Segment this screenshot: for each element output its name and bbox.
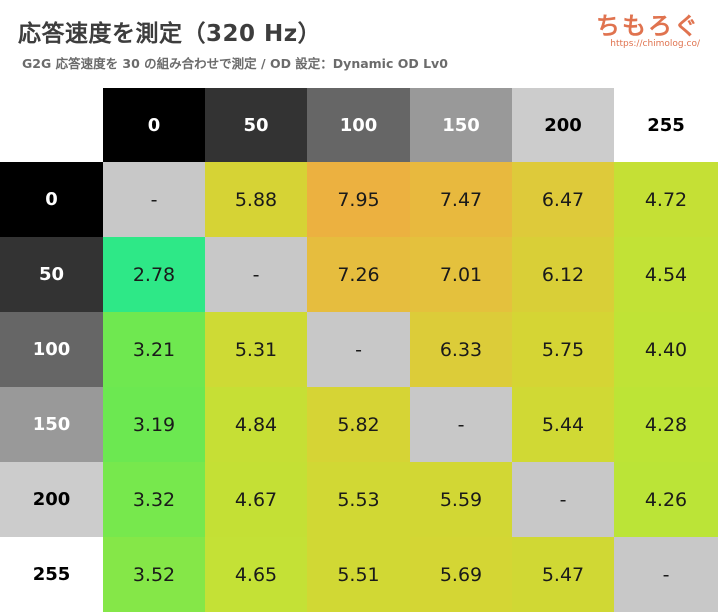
heatmap-cell: 5.53 <box>307 462 410 537</box>
heatmap-cell: 7.47 <box>410 162 512 237</box>
heatmap-cell: 5.59 <box>410 462 512 537</box>
heatmap-cell: 5.51 <box>307 537 410 612</box>
column-header: 150 <box>410 88 512 162</box>
row-header: 255 <box>0 537 103 612</box>
heatmap-cell: 3.52 <box>103 537 205 612</box>
site-logo[interactable]: ちもろぐ https://chimolog.co/ <box>596 6 700 49</box>
heatmap-cell: 6.12 <box>512 237 614 312</box>
heatmap-cell: - <box>512 462 614 537</box>
column-header: 0 <box>103 88 205 162</box>
heatmap-cell: 4.26 <box>614 462 718 537</box>
heatmap-cell: - <box>410 387 512 462</box>
heatmap-cell: - <box>614 537 718 612</box>
corner-cell <box>0 88 103 162</box>
heatmap-cell: 5.75 <box>512 312 614 387</box>
heatmap-cell: - <box>307 312 410 387</box>
heatmap-cell: 4.72 <box>614 162 718 237</box>
response-time-heatmap: 0 50 100 150 200 255 0 50 100 150 200 255-5.88 7.95 7… <box>0 88 718 612</box>
heatmap-cell: 3.32 <box>103 462 205 537</box>
heatmap-cell: 7.01 <box>410 237 512 312</box>
heatmap-cell: 5.88 <box>205 162 307 237</box>
row-header: 200 <box>0 462 103 537</box>
heatmap-cell: 4.84 <box>205 387 307 462</box>
logo-url: https://chimolog.co/ <box>610 39 700 49</box>
heatmap-cell: 5.31 <box>205 312 307 387</box>
heatmap-cell: - <box>103 162 205 237</box>
heatmap-cell: 6.47 <box>512 162 614 237</box>
heatmap-cell: 6.33 <box>410 312 512 387</box>
chart-subtitle: G2G 応答速度を 30 の組み合わせで測定 / OD 設定：Dynamic O… <box>22 56 448 71</box>
row-header: 100 <box>0 312 103 387</box>
heatmap-cell: 5.82 <box>307 387 410 462</box>
heatmap-cell: 5.44 <box>512 387 614 462</box>
row-header: 50 <box>0 237 103 312</box>
heatmap-cell: 5.69 <box>410 537 512 612</box>
heatmap-cell: 5.47 <box>512 537 614 612</box>
column-header: 50 <box>205 88 307 162</box>
heatmap-cell: - <box>205 237 307 312</box>
column-header: 255 <box>614 88 718 162</box>
heatmap-cell: 4.67 <box>205 462 307 537</box>
heatmap-cell: 7.95 <box>307 162 410 237</box>
row-header: 150 <box>0 387 103 462</box>
heatmap-cell: 2.78 <box>103 237 205 312</box>
heatmap-cell: 4.28 <box>614 387 718 462</box>
column-header: 200 <box>512 88 614 162</box>
heatmap-cell: 4.40 <box>614 312 718 387</box>
column-header: 100 <box>307 88 410 162</box>
chart-header: 応答速度を測定（320 Hz） G2G 応答速度を 30 の組み合わせで測定 /… <box>0 0 718 88</box>
chart-title: 応答速度を測定（320 Hz） <box>18 21 322 47</box>
row-header: 0 <box>0 162 103 237</box>
heatmap-cell: 3.21 <box>103 312 205 387</box>
heatmap-cell: 7.26 <box>307 237 410 312</box>
heatmap-cell: 4.65 <box>205 537 307 612</box>
heatmap-cell: 4.54 <box>614 237 718 312</box>
heatmap-cell: 3.19 <box>103 387 205 462</box>
logo-text: ちもろぐ <box>596 12 700 40</box>
